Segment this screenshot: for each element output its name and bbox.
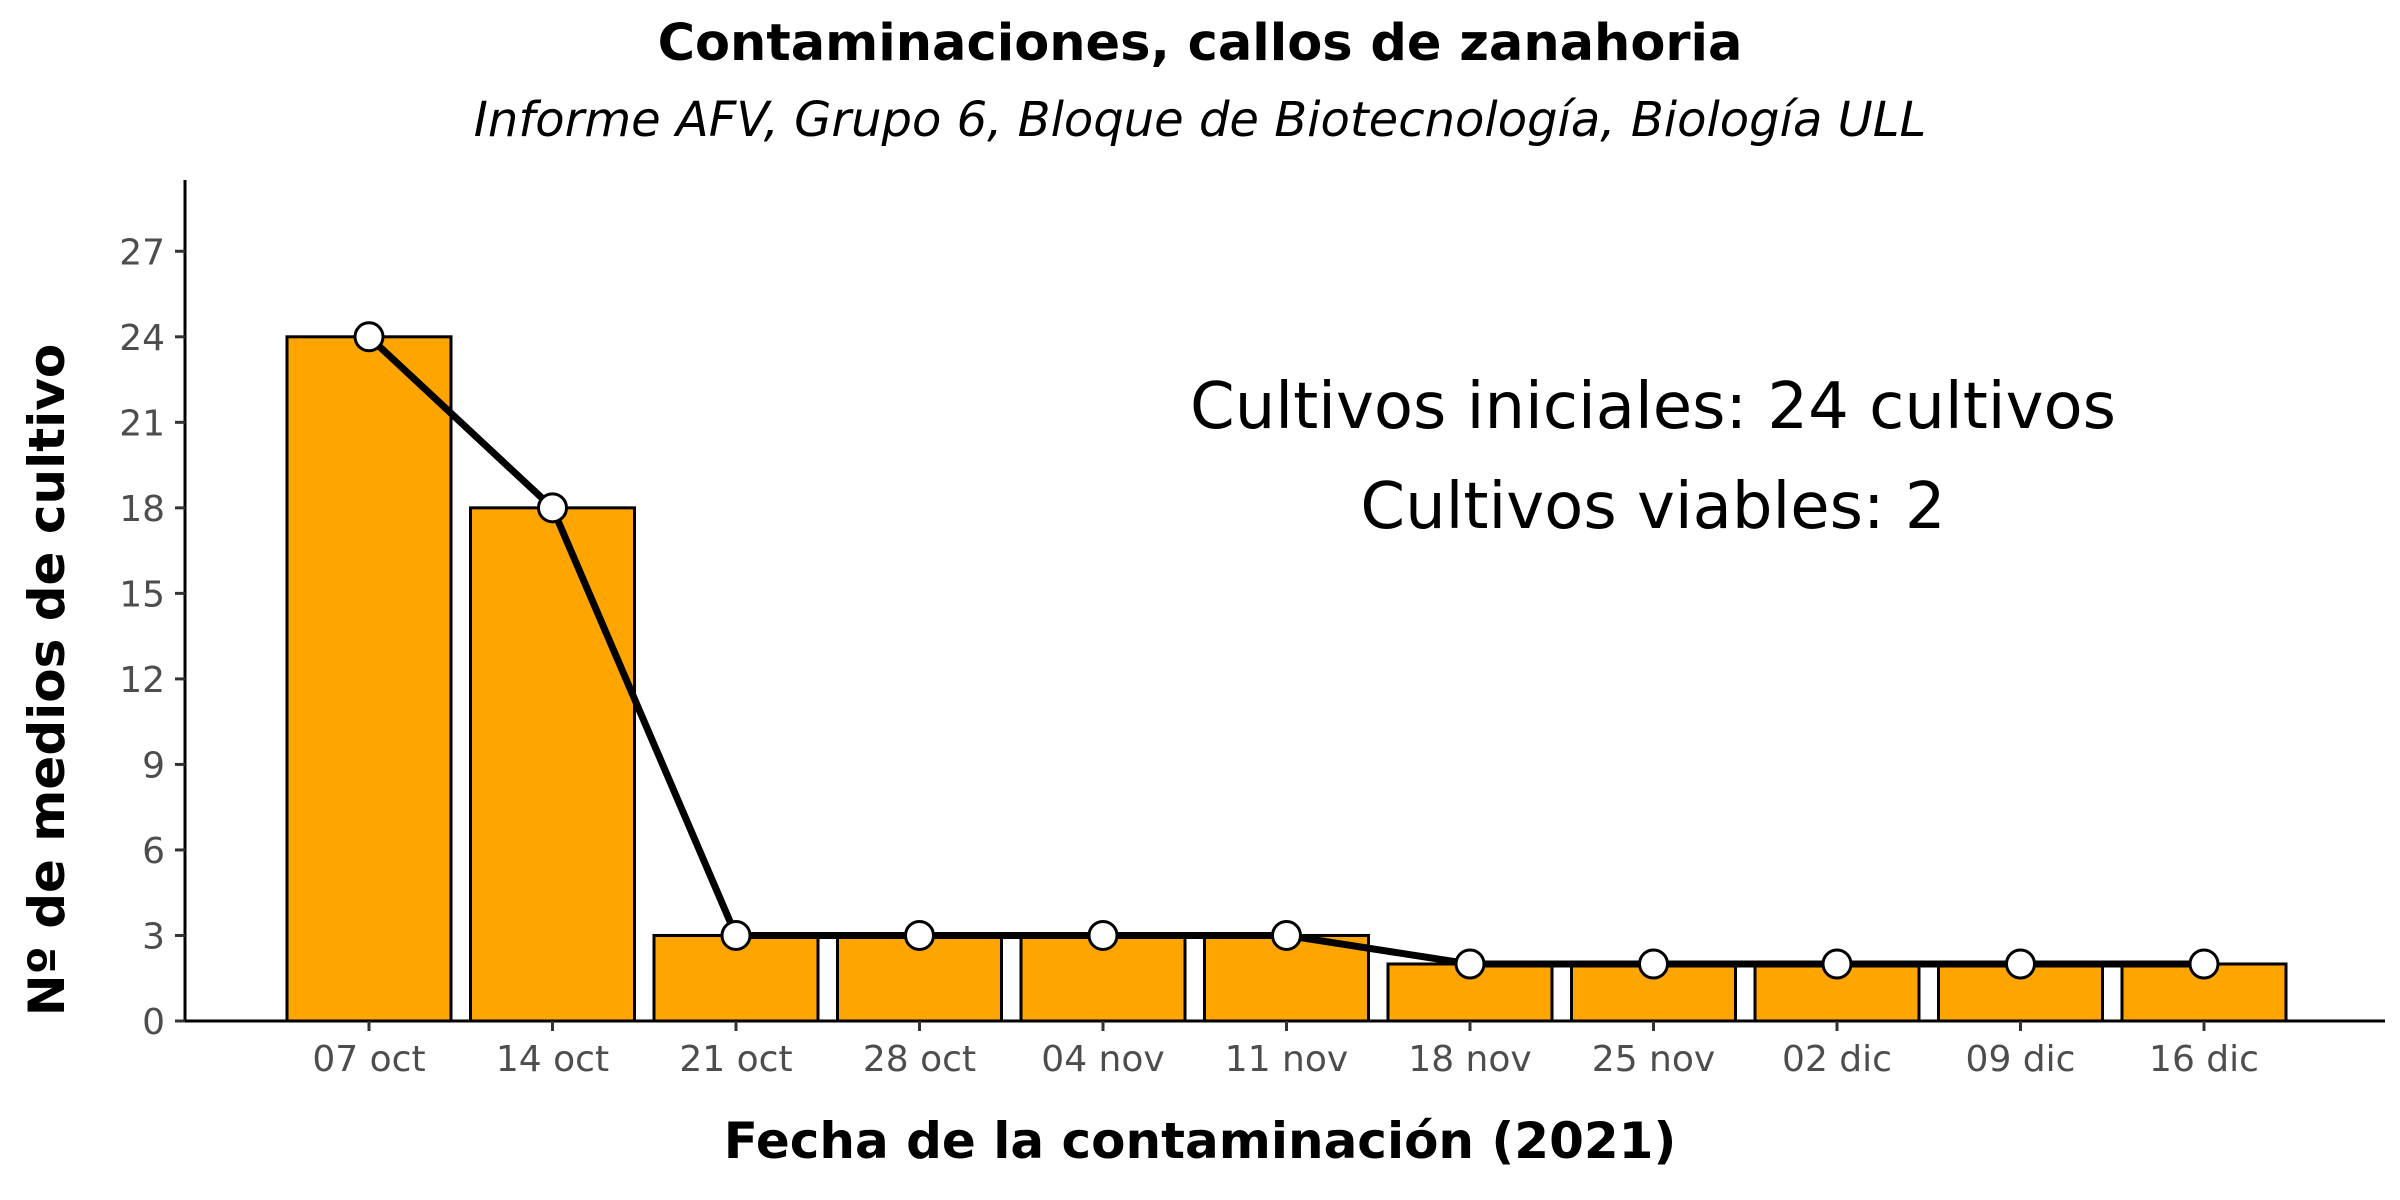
chart-title: Contaminaciones, callos de zanahoria bbox=[657, 14, 1743, 73]
x-tick-label-2: 21 oct bbox=[679, 1039, 792, 1080]
point-1 bbox=[537, 492, 568, 524]
y-tick-label-6: 6 bbox=[142, 831, 165, 872]
axes: 0 3 6 9 12 15 18 21 24 27 07 oct 14 oct 21 oct 28 oct… bbox=[119, 180, 2385, 1080]
y-tick-label-3: 3 bbox=[142, 916, 165, 957]
y-tick-label-9: 9 bbox=[142, 745, 165, 786]
y-tick-label-12: 12 bbox=[119, 660, 165, 701]
y-axis-label: Nº de medios de cultivo bbox=[18, 343, 76, 1017]
x-tick-label-9: 09 dic bbox=[1966, 1039, 2076, 1080]
annotation-initial-cultures: Cultivos iniciales: 24 cultivos bbox=[1190, 370, 2116, 444]
annotation-viable-cultures: Cultivos viables: 2 bbox=[1360, 470, 1946, 544]
point-9 bbox=[2005, 948, 2036, 980]
trend-line bbox=[353, 321, 2220, 980]
chart-subtitle: Informe AFV, Grupo 6, Bloque de Biotecno… bbox=[473, 92, 1927, 148]
x-tick-label-0: 07 oct bbox=[312, 1039, 425, 1080]
point-8 bbox=[1821, 948, 1853, 980]
y-tick-label-0: 0 bbox=[142, 1002, 165, 1043]
y-tick-label-15: 15 bbox=[119, 574, 165, 615]
point-4 bbox=[1087, 919, 1119, 951]
x-tick-label-1: 14 oct bbox=[496, 1039, 609, 1080]
x-tick-label-10: 16 dic bbox=[2149, 1039, 2259, 1080]
bar-1 bbox=[469, 506, 636, 1023]
bar-0 bbox=[285, 335, 453, 1023]
x-axis-label: Fecha de la contaminación (2021) bbox=[723, 1112, 1677, 1170]
point-7 bbox=[1638, 948, 1669, 980]
x-tick-label-7: 25 nov bbox=[1592, 1039, 1715, 1080]
point-10 bbox=[2188, 948, 2220, 980]
y-tick-label-21: 21 bbox=[119, 403, 165, 444]
x-tick-label-5: 11 nov bbox=[1225, 1039, 1348, 1080]
x-tick-label-3: 28 oct bbox=[863, 1039, 976, 1080]
point-3 bbox=[904, 919, 935, 951]
y-tick-label-18: 18 bbox=[119, 489, 165, 530]
x-tick-label-6: 18 nov bbox=[1408, 1039, 1531, 1080]
point-6 bbox=[1454, 948, 1486, 980]
point-2 bbox=[720, 919, 752, 951]
x-tick-label-4: 04 nov bbox=[1041, 1039, 1164, 1080]
y-tick-label-27: 27 bbox=[119, 232, 165, 273]
point-0 bbox=[353, 321, 385, 353]
y-tick-label-24: 24 bbox=[119, 318, 165, 359]
x-tick-label-8: 02 dic bbox=[1782, 1039, 1892, 1080]
point-5 bbox=[1271, 919, 1302, 951]
